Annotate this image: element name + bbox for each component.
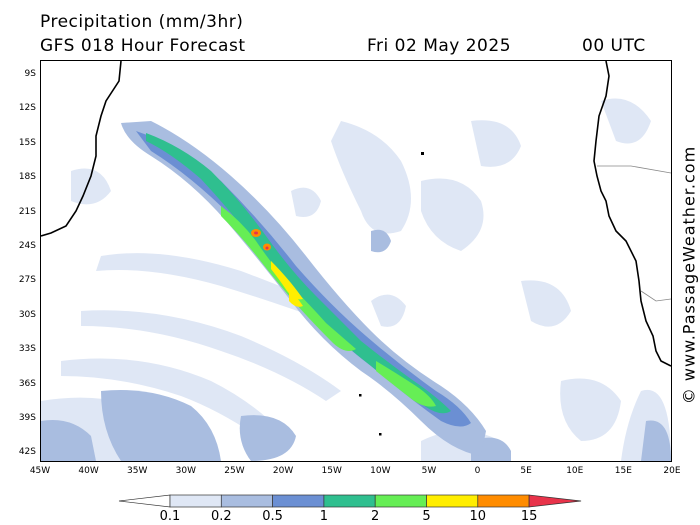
lat-label: 9S — [24, 69, 36, 79]
legend-label: 0.2 — [210, 509, 232, 524]
africa-coast — [593, 61, 671, 367]
lon-label: 10E — [566, 466, 584, 476]
lon-label: 5E — [520, 466, 532, 476]
legend-label: 0.1 — [159, 509, 181, 524]
lat-label: 21S — [18, 206, 36, 217]
legend-swatch — [118, 494, 171, 508]
lat-label: 36S — [18, 378, 36, 389]
legend-swatch — [528, 494, 582, 508]
country-borders — [597, 165, 671, 302]
precipitation-map — [40, 60, 672, 462]
lon-label: 0 — [474, 466, 481, 476]
forecast-date: Fri 02 May 2025 — [367, 36, 512, 56]
legend-label: 2 — [371, 509, 380, 524]
legend-swatch — [272, 494, 325, 508]
legend-label: 10 — [469, 509, 487, 524]
legend-swatch — [169, 494, 222, 508]
lon-label: 5W — [421, 466, 437, 476]
lon-label: 35W — [127, 466, 148, 476]
lat-label: 27S — [18, 275, 36, 286]
legend-label: 0.5 — [262, 509, 283, 524]
lat-label: 15S — [18, 137, 36, 148]
lon-label: 25W — [224, 466, 245, 476]
lon-label: 15W — [321, 466, 342, 476]
lon-label: 30W — [175, 466, 197, 476]
lon-label: 40W — [78, 466, 99, 476]
lon-label: 20E — [663, 466, 681, 476]
legend-label: 5 — [422, 509, 431, 524]
coastlines — [41, 61, 671, 367]
lon-label: 20W — [272, 466, 294, 476]
moderate-precip-patches — [41, 229, 671, 461]
frontal-rain-band — [121, 121, 486, 456]
lon-label: 10W — [370, 466, 391, 476]
legend-swatch — [220, 494, 273, 508]
light-precip-patches — [41, 98, 671, 461]
forecast-time: 00 UTC — [582, 36, 646, 56]
south-america-coast — [41, 61, 122, 237]
map-canvas — [41, 61, 671, 461]
lat-label: 39S — [18, 413, 36, 423]
forecast-model-label: GFS 018 Hour Forecast — [40, 36, 246, 56]
legend-swatch — [477, 494, 530, 508]
copyright-credit: © www.PassageWeather.com — [679, 146, 699, 404]
legend-label: 1 — [319, 509, 329, 524]
legend-label: 15 — [520, 509, 538, 524]
map-title: Precipitation (mm/3hr) — [40, 12, 244, 32]
legend-swatch — [374, 494, 427, 508]
lat-label: 42S — [18, 447, 36, 458]
credit-text: © www.PassageWeather.com — [679, 145, 699, 405]
precip-color-legend — [118, 494, 582, 508]
lat-label: 12S — [18, 103, 36, 114]
islands — [359, 152, 424, 436]
lat-label: 24S — [18, 241, 36, 251]
legend-swatch — [323, 494, 376, 508]
lon-label: 45W — [29, 466, 51, 476]
lat-label: 30S — [18, 309, 36, 320]
lat-label: 33S — [18, 344, 36, 355]
lon-label: 15E — [614, 466, 632, 476]
legend-swatch — [426, 494, 479, 508]
lat-label: 18S — [18, 172, 36, 183]
